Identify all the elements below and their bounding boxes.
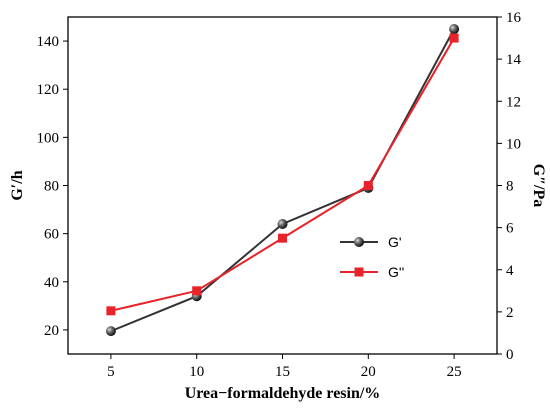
x-tick-label: 15 [275, 364, 290, 380]
x-tick-label: 5 [107, 364, 115, 380]
legend-label: G'' [388, 264, 404, 280]
y-right-tick-label: 10 [506, 136, 521, 152]
y-right-tick-label: 8 [506, 179, 514, 195]
y-left-tick-label: 80 [44, 179, 59, 195]
data-point-square [278, 233, 287, 243]
data-point-sphere [105, 326, 116, 337]
y-right-tick-label: 2 [506, 305, 514, 321]
data-point-sphere [277, 219, 288, 230]
legend-label: G' [388, 234, 402, 250]
data-point-square [192, 286, 202, 296]
y-left-tick-label: 60 [44, 227, 59, 243]
y-right-tick-label: 12 [506, 94, 521, 110]
y-right-tick-label: 16 [506, 10, 522, 26]
y-right-tick-label: 0 [506, 347, 514, 363]
y-left-tick-label: 100 [37, 130, 60, 146]
legend-marker-square [354, 267, 364, 277]
y-right-tick-label: 14 [506, 52, 522, 68]
data-point-square [449, 33, 459, 43]
data-point-square [363, 181, 373, 190]
data-point-sphere [449, 24, 460, 35]
x-axis-title: Urea−formaldehyde resin/% [185, 385, 381, 402]
legend-marker-sphere [354, 237, 364, 247]
x-tick-label: 10 [189, 364, 204, 380]
y-right-tick-label: 4 [506, 263, 514, 279]
y-right-axis-title: G″/Pa [530, 164, 547, 208]
data-point-square [106, 306, 116, 316]
y-left-tick-label: 140 [37, 34, 60, 50]
plot-area: 5 10 15 20 25 20 40 60 80 100 120 140 0 2 4 6 8 10 12 14 16 U… [9, 10, 547, 402]
x-tick-label: 20 [361, 364, 376, 380]
y-left-tick-label: 20 [44, 323, 59, 339]
x-tick-label: 25 [447, 364, 462, 380]
y-left-tick-label: 120 [37, 82, 60, 98]
series-line-left [110, 28, 455, 333]
y-right-tick-label: 6 [506, 221, 514, 237]
y-left-axis-title: G′/h [9, 170, 26, 200]
y-left-tick-label: 40 [44, 275, 59, 291]
